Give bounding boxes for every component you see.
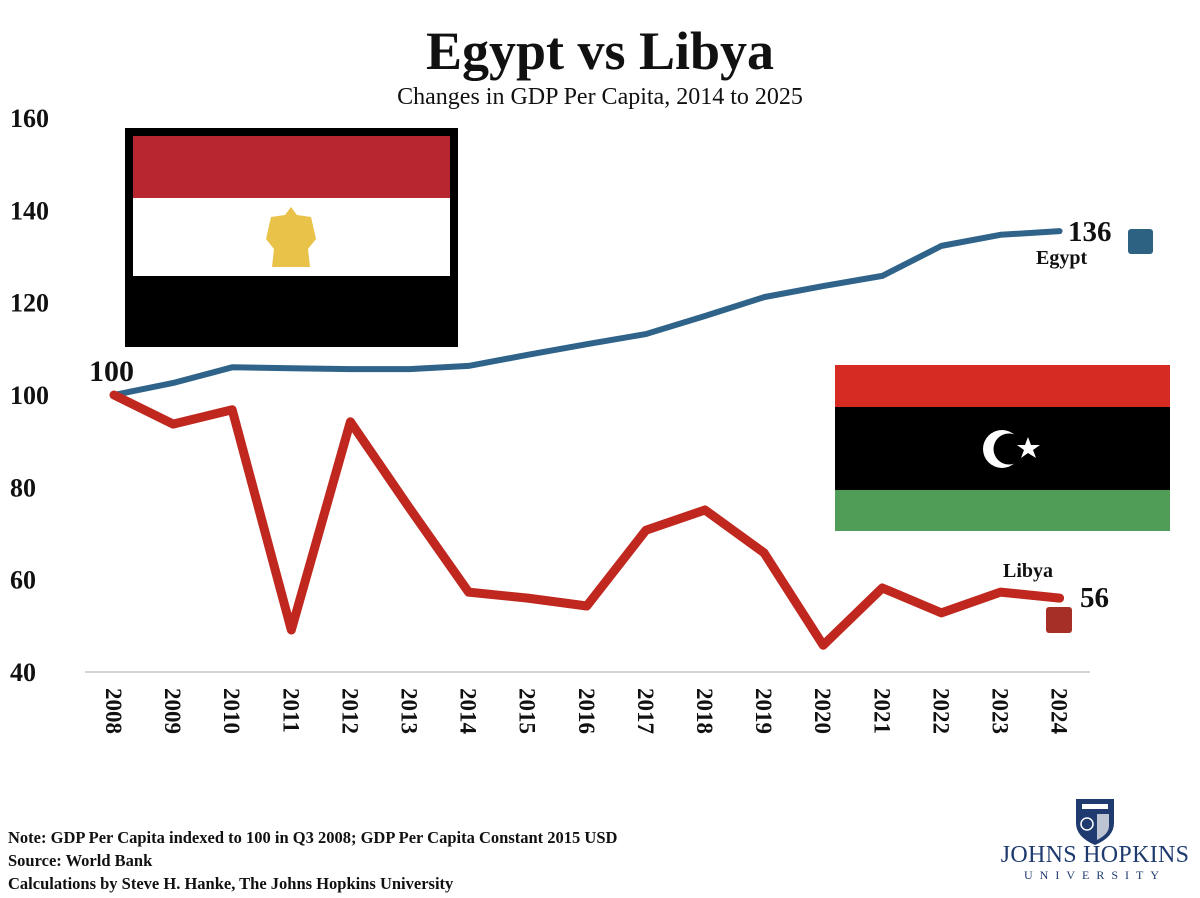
- x-tick-label: 2010: [219, 688, 244, 734]
- y-tick-label: 60: [10, 566, 36, 595]
- x-tick-label: 2020: [810, 688, 835, 734]
- libya-end-label: 56: [1080, 582, 1109, 614]
- logo-sub: UNIVERSITY: [1024, 868, 1166, 882]
- chart-subtitle: Changes in GDP Per Capita, 2014 to 2025: [397, 84, 803, 110]
- x-tick-label: 2018: [692, 688, 717, 734]
- egypt-series-label: Egypt: [1036, 247, 1087, 269]
- x-tick-label: 2012: [337, 688, 362, 734]
- footnote: Note: GDP Per Capita indexed to 100 in Q…: [8, 828, 618, 847]
- egypt-flag: [125, 128, 458, 347]
- libya-flag: [835, 365, 1170, 531]
- x-tick-label: 2017: [633, 688, 658, 734]
- x-tick-label: 2011: [278, 688, 303, 733]
- logo-name: JOHNS HOPKINS: [1000, 842, 1190, 868]
- star-icon: [1017, 437, 1040, 458]
- libya-series-label: Libya: [1003, 560, 1053, 582]
- x-tick-label: 2022: [928, 688, 953, 734]
- credit: Calculations by Steve H. Hanke, The John…: [8, 874, 454, 893]
- x-tick-label: 2013: [397, 688, 422, 734]
- x-tick-label: 2016: [574, 688, 599, 734]
- y-tick-label: 100: [10, 381, 49, 410]
- y-tick-label: 120: [10, 289, 49, 318]
- eagle-icon: [266, 207, 316, 267]
- chart-title: Egypt vs Libya: [425, 21, 775, 81]
- start-label: 100: [89, 355, 134, 388]
- x-tick-label: 2015: [515, 688, 540, 734]
- x-tick-label: 2021: [869, 688, 894, 734]
- x-tick-label: 2008: [101, 688, 126, 734]
- x-tick-label: 2024: [1047, 688, 1072, 735]
- y-tick-label: 140: [10, 196, 49, 225]
- y-tick-label: 160: [10, 104, 49, 133]
- x-tick-label: 2014: [456, 688, 481, 735]
- y-tick-label: 80: [10, 473, 36, 502]
- x-tick-label: 2023: [988, 688, 1013, 734]
- source: Source: World Bank: [8, 851, 153, 870]
- egypt-end-label: 136: [1068, 216, 1112, 248]
- x-tick-label: 2009: [160, 688, 185, 734]
- shield-icon: [1076, 799, 1114, 845]
- egypt-marker: [1128, 229, 1153, 254]
- x-tick-label: 2019: [751, 688, 776, 734]
- jhu-logo: JOHNS HOPKINS UNIVERSITY: [995, 796, 1195, 883]
- libya-marker: [1046, 607, 1072, 633]
- y-tick-label: 40: [10, 658, 36, 687]
